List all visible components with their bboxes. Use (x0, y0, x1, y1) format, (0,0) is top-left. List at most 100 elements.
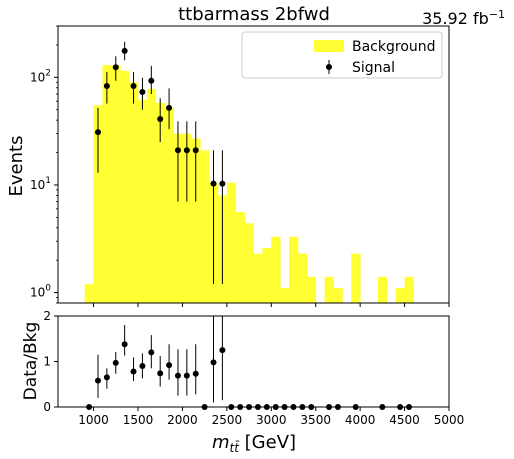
signal-point-8 (166, 104, 173, 111)
background-bar-12 (191, 138, 201, 303)
x-tick-label-4: 3000 (256, 413, 287, 427)
signal-point-2 (112, 64, 119, 71)
ratio-point-5 (130, 368, 137, 375)
background-bar-0 (84, 284, 94, 303)
x-tick-label-8: 5000 (434, 413, 465, 427)
x-tick-label-2: 2000 (167, 413, 198, 427)
legend-signal-label: Signal (352, 60, 395, 76)
ratio-y-tick-label-0: 0 (43, 400, 51, 414)
background-bar-5 (129, 82, 139, 303)
signal-point-3 (121, 47, 128, 54)
background-bar-17 (235, 212, 246, 303)
x-axis-label-symbol: m (212, 432, 230, 453)
ratio-point-14 (210, 359, 217, 366)
ratio-x-ticks: 1000 1500 2000 2500 3000 3500 4000 4500 5000 (78, 407, 464, 427)
ratio-points (86, 316, 413, 410)
background-bar-27 (324, 276, 334, 303)
signal-point-7 (157, 116, 164, 123)
main-panel: 100 101 102 ttbarmass 2bfwd 35.92 fb−1 Eve… (6, 4, 505, 307)
ratio-point-7 (148, 349, 155, 356)
main-x-ticks (93, 303, 450, 307)
signal-point-10 (183, 147, 190, 154)
ratio-point-8 (157, 370, 164, 377)
background-bar-2 (102, 65, 112, 304)
background-bar-9 (164, 107, 174, 304)
main-axes-frame (57, 25, 450, 304)
background-bar-24 (297, 253, 308, 303)
main-y-tick-label-0: 100 (30, 284, 51, 300)
legend-box (241, 31, 443, 79)
main-y-axis-label: Events (6, 136, 27, 197)
signal-point-12 (210, 180, 217, 187)
ratio-point-6 (139, 363, 146, 370)
background-bar-28 (333, 288, 343, 303)
ratio-point-11 (183, 372, 190, 379)
x-axis-label: mtt̄ [GeV] (212, 432, 296, 455)
background-bar-19 (253, 253, 263, 303)
ratio-panel: 0 1 2 1000 1500 2000 2500 3000 3500 4000 4500 5000… (21, 309, 464, 455)
signal-point-6 (148, 77, 155, 84)
signal-points (94, 41, 226, 285)
signal-point-1 (103, 83, 110, 90)
ratio-point-10 (174, 372, 181, 379)
legend-signal-marker (326, 64, 332, 70)
background-bar-16 (226, 182, 237, 303)
background-bar-18 (244, 223, 254, 303)
background-bar-4 (120, 70, 130, 303)
luminosity-value: 35.92 fb (422, 9, 489, 28)
background-bar-35 (395, 288, 405, 303)
background-bar-3 (111, 65, 121, 304)
background-bar-11 (182, 133, 192, 303)
background-bar-22 (280, 288, 290, 303)
ratio-point-1 (94, 377, 101, 384)
background-bar-33 (377, 276, 388, 303)
ratio-y-axis-label: Data/Bkg (21, 322, 41, 401)
ratio-point-2 (103, 374, 110, 381)
background-bar-20 (262, 247, 272, 303)
signal-point-0 (94, 129, 101, 136)
background-bar-8 (155, 102, 166, 303)
legend-background-label: Background (352, 39, 436, 55)
background-bar-7 (146, 88, 157, 303)
background-bar-23 (289, 236, 299, 303)
background-bar-30 (351, 253, 361, 303)
legend-background-swatch (314, 40, 344, 52)
background-bar-36 (404, 276, 414, 303)
ratio-point-15 (219, 347, 226, 354)
x-axis-label-subscript: tt̄ (230, 441, 241, 455)
background-histogram (84, 65, 414, 304)
background-bar-10 (173, 133, 183, 303)
background-bar-21 (271, 236, 281, 303)
background-bar-25 (306, 276, 317, 303)
legend: Background Signal (241, 31, 443, 79)
ratio-y-tick-label-1: 1 (43, 355, 51, 369)
luminosity-label: 35.92 fb−1 (422, 8, 505, 28)
signal-point-4 (130, 83, 137, 90)
signal-point-5 (139, 89, 146, 96)
chart-title: ttbarmass 2bfwd (178, 4, 330, 25)
x-tick-label-0: 1000 (78, 413, 109, 427)
background-bar-13 (200, 150, 210, 303)
main-y-tick-label-2: 102 (30, 68, 51, 84)
ratio-point-4 (121, 341, 128, 348)
x-tick-label-5: 3500 (300, 413, 331, 427)
ratio-point-12 (192, 370, 199, 377)
ratio-y-tick-label-2: 2 (43, 309, 51, 323)
luminosity-exponent: −1 (489, 8, 505, 21)
x-tick-label-7: 4500 (389, 413, 420, 427)
background-bar-6 (137, 99, 148, 303)
main-y-ticks: 100 101 102 (30, 25, 58, 304)
main-y-tick-label-1: 101 (30, 176, 51, 192)
x-axis-label-unit: [GeV] (239, 432, 296, 453)
ratio-y-ticks: 0 1 2 (43, 309, 58, 414)
signal-point-13 (219, 180, 226, 187)
x-tick-label-1: 1500 (123, 413, 154, 427)
ratio-point-9 (166, 362, 173, 369)
signal-point-11 (192, 147, 199, 154)
x-tick-label-6: 4000 (345, 413, 376, 427)
ratio-point-3 (112, 359, 119, 366)
x-tick-label-3: 2500 (212, 413, 243, 427)
signal-point-9 (174, 147, 181, 154)
background-bar-1 (93, 105, 103, 303)
